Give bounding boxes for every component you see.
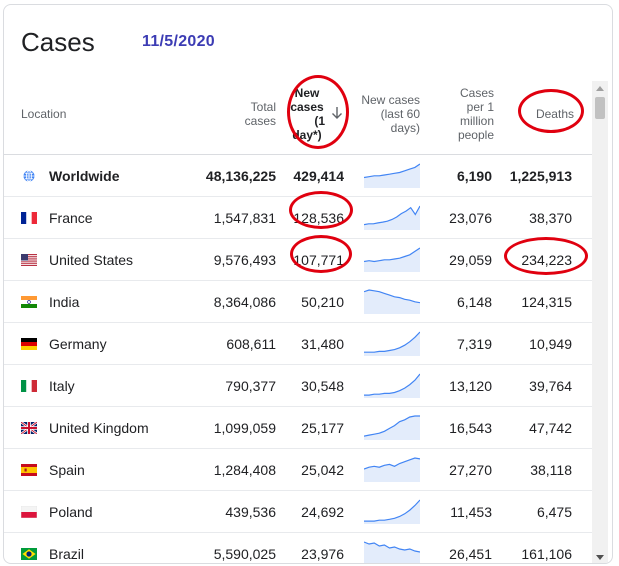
column-header-cases-per-million[interactable]: Cases per 1 million people	[457, 86, 494, 142]
cases-per-million-value: 13,120	[449, 378, 492, 394]
table-row[interactable]: United Kingdom 1,099,059 25,177 16,543 47,74…	[4, 407, 592, 449]
new-cases-sparkline	[363, 414, 420, 440]
us-flag	[21, 253, 37, 266]
deaths-value: 161,106	[521, 546, 572, 562]
uk-flag	[20, 421, 38, 435]
table-row[interactable]: France 1,547,831 128,536 23,076 38,370	[4, 197, 592, 239]
france-flag	[21, 211, 37, 224]
deaths-value: 47,742	[529, 420, 572, 436]
new-cases-sparkline	[363, 162, 421, 188]
column-header-new-cases-60-days[interactable]: New cases (last 60 days)	[361, 93, 420, 135]
total-cases-value: 5,590,025	[213, 546, 276, 562]
location-name: Italy	[49, 378, 75, 394]
new-cases-sparkline	[363, 456, 421, 482]
location-name: Poland	[49, 504, 93, 520]
new-cases-sparkline	[364, 372, 421, 398]
cases-per-million-value: 27,270	[449, 462, 492, 478]
new-cases-value: 31,480	[301, 336, 344, 352]
new-cases-sparkline	[363, 204, 421, 230]
total-cases-value: 8,364,086	[213, 294, 276, 310]
scroll-up-arrow-icon[interactable]	[596, 86, 604, 91]
new-cases-value: 25,177	[301, 420, 344, 436]
cases-per-million-value: 16,543	[449, 420, 492, 436]
india-flag	[21, 295, 37, 308]
total-cases-value: 439,536	[225, 504, 276, 520]
table-row[interactable]: India 8,364,086 50,210 6,148 124,315	[4, 281, 592, 323]
total-cases-value: 9,576,493	[213, 252, 276, 268]
deaths-value: 39,764	[529, 378, 572, 394]
scroll-thumb[interactable]	[595, 97, 605, 119]
location-name: Germany	[49, 336, 107, 352]
new-cases-sparkline	[363, 540, 421, 563]
column-header-location[interactable]: Location	[21, 107, 67, 121]
new-cases-sparkline	[363, 288, 421, 314]
column-header-new-cases[interactable]: New cases (1 day*)	[290, 86, 325, 142]
date-annotation: 11/5/2020	[142, 33, 215, 50]
location-name: United Kingdom	[49, 420, 149, 436]
deaths-value: 124,315	[521, 294, 572, 310]
location-name: Spain	[49, 462, 85, 478]
location-name: France	[49, 210, 93, 226]
total-cases-value: 1,099,059	[213, 420, 276, 436]
new-cases-sparkline	[363, 246, 421, 272]
deaths-value: 1,225,913	[509, 168, 572, 184]
table-row[interactable]: Italy 790,377 30,548 13,120 39,764	[4, 365, 592, 407]
new-cases-value: 128,536	[293, 210, 344, 226]
new-cases-value: 23,976	[301, 546, 344, 562]
table-row[interactable]: Germany 608,611 31,480 7,319 10,949	[4, 323, 592, 365]
deaths-value: 38,118	[530, 462, 572, 478]
cases-per-million-value: 29,059	[449, 252, 492, 268]
new-cases-value: 25,042	[301, 462, 344, 478]
cases-per-million-value: 11,453	[450, 504, 492, 520]
new-cases-value: 107,771	[293, 252, 344, 268]
table-row[interactable]: Spain 1,284,408 25,042 27,270 38,118	[4, 449, 592, 491]
table-row[interactable]: Worldwide 48,136,225 429,414 6,190 1,225,913	[4, 155, 592, 197]
cases-per-million-value: 26,451	[449, 546, 492, 562]
germany-flag	[21, 337, 37, 350]
location-name: Worldwide	[49, 168, 120, 184]
cases-per-million-value: 6,190	[456, 168, 492, 184]
deaths-value: 38,370	[529, 210, 572, 226]
new-cases-sparkline	[364, 498, 421, 524]
scroll-down-arrow-icon[interactable]	[596, 555, 604, 560]
total-cases-value: 790,377	[225, 378, 276, 394]
brazil-flag	[21, 547, 37, 560]
cases-per-million-value: 7,319	[456, 336, 492, 352]
new-cases-value: 429,414	[293, 168, 344, 184]
cases-table: Location Total cases New cases (1 day*) New…	[4, 75, 592, 563]
column-header-deaths[interactable]: Deaths	[535, 107, 574, 121]
total-cases-value: 48,136,225	[205, 168, 276, 184]
spain-flag	[21, 463, 37, 476]
globe-icon	[21, 169, 37, 182]
cases-per-million-value: 23,076	[449, 210, 492, 226]
deaths-value: 6,475	[536, 504, 572, 520]
deaths-value: 10,949	[529, 336, 572, 352]
italy-flag	[21, 379, 37, 392]
new-cases-value: 24,692	[301, 504, 344, 520]
table-row[interactable]: Brazil 5,590,025 23,976 26,451 161,106	[4, 533, 592, 563]
new-cases-sparkline	[364, 330, 421, 356]
total-cases-value: 608,611	[226, 336, 276, 352]
card-title: Cases	[21, 27, 95, 57]
location-name: Brazil	[49, 546, 85, 562]
cases-per-million-value: 6,148	[456, 294, 492, 310]
vertical-scrollbar[interactable]	[592, 81, 608, 563]
new-cases-value: 30,548	[301, 378, 344, 394]
new-cases-value: 50,210	[301, 294, 344, 310]
total-cases-value: 1,547,831	[213, 210, 276, 226]
total-cases-value: 1,284,408	[213, 462, 276, 478]
deaths-value: 234,223	[521, 252, 572, 268]
table-header: Location Total cases New cases (1 day*) New…	[4, 75, 592, 155]
cases-card: Cases 11/5/2020 Location Total cases New c…	[3, 4, 613, 564]
sort-descending-icon[interactable]	[331, 106, 343, 120]
location-name: United States	[49, 252, 134, 268]
location-name: India	[49, 294, 80, 310]
table-row[interactable]: United States 9,576,493 107,771 29,059 234,2…	[4, 239, 592, 281]
table-row[interactable]: Poland 439,536 24,692 11,453 6,475	[4, 491, 592, 533]
poland-flag	[20, 505, 38, 519]
column-header-total-cases[interactable]: Total cases	[244, 100, 276, 128]
